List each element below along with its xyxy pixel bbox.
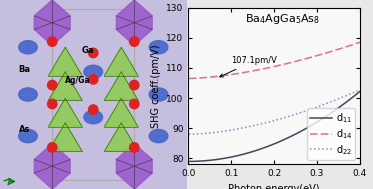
- Circle shape: [130, 143, 139, 152]
- d$_{11}$: [354, 94, 358, 96]
- Ellipse shape: [19, 88, 37, 101]
- Polygon shape: [104, 47, 138, 76]
- Text: Ba$_4$AgGa$_5$As$_8$: Ba$_4$AgGa$_5$As$_8$: [245, 12, 320, 26]
- Polygon shape: [48, 47, 82, 76]
- Circle shape: [89, 75, 98, 84]
- d$_{11}$: [186, 160, 191, 163]
- Circle shape: [130, 37, 139, 46]
- d$_{14}$: [269, 66, 273, 68]
- d$_{22}$: [268, 121, 272, 123]
- Circle shape: [130, 99, 139, 109]
- Polygon shape: [34, 0, 70, 45]
- d$_{14}$: [358, 41, 362, 43]
- Polygon shape: [104, 72, 138, 100]
- Ellipse shape: [149, 129, 168, 143]
- Text: As: As: [19, 125, 30, 134]
- Polygon shape: [48, 72, 82, 100]
- d$_{14}$: [327, 51, 331, 53]
- Polygon shape: [116, 144, 152, 189]
- d$_{22}$: [354, 91, 358, 93]
- Y-axis label: SHG coeff.(pm/V): SHG coeff.(pm/V): [151, 44, 161, 128]
- Circle shape: [48, 80, 57, 90]
- Circle shape: [48, 37, 57, 46]
- Text: Ag/Ga: Ag/Ga: [65, 76, 91, 85]
- Polygon shape: [48, 123, 82, 151]
- Circle shape: [130, 80, 139, 90]
- d$_{11}$: [269, 144, 273, 146]
- Legend: d$_{11}$, d$_{14}$, d$_{22}$: d$_{11}$, d$_{14}$, d$_{22}$: [307, 108, 355, 160]
- Polygon shape: [116, 0, 152, 45]
- Circle shape: [89, 48, 98, 58]
- Line: d$_{14}$: d$_{14}$: [189, 42, 360, 78]
- d$_{14}$: [354, 43, 358, 45]
- d$_{14}$: [279, 64, 283, 66]
- Ellipse shape: [149, 88, 168, 101]
- Ellipse shape: [84, 111, 103, 124]
- d$_{22}$: [327, 101, 331, 104]
- X-axis label: Photon energy(eV): Photon energy(eV): [228, 184, 320, 189]
- d$_{11}$: [327, 113, 331, 115]
- Circle shape: [48, 99, 57, 109]
- d$_{14}$: [268, 66, 272, 69]
- d$_{22}$: [358, 89, 362, 91]
- Text: 107.1pm/V: 107.1pm/V: [220, 56, 277, 77]
- d$_{22}$: [269, 120, 273, 122]
- Text: Ga: Ga: [82, 46, 95, 55]
- d$_{11}$: [279, 140, 283, 142]
- Text: Ba: Ba: [19, 65, 31, 74]
- d$_{11}$: [288, 135, 293, 138]
- Line: d$_{11}$: d$_{11}$: [189, 91, 360, 161]
- Circle shape: [89, 105, 98, 114]
- d$_{11}$: [358, 90, 362, 93]
- Ellipse shape: [149, 41, 168, 54]
- d$_{22}$: [279, 117, 283, 120]
- Ellipse shape: [19, 41, 37, 54]
- Polygon shape: [104, 98, 138, 127]
- Ellipse shape: [19, 129, 37, 143]
- d$_{11}$: [268, 144, 272, 147]
- Polygon shape: [48, 98, 82, 127]
- d$_{14}$: [288, 61, 293, 64]
- Polygon shape: [34, 144, 70, 189]
- Circle shape: [48, 143, 57, 152]
- Polygon shape: [104, 123, 138, 151]
- Ellipse shape: [84, 65, 103, 78]
- d$_{22}$: [186, 133, 191, 135]
- Line: d$_{22}$: d$_{22}$: [189, 90, 360, 134]
- d$_{22}$: [288, 115, 293, 117]
- d$_{14}$: [186, 77, 191, 80]
